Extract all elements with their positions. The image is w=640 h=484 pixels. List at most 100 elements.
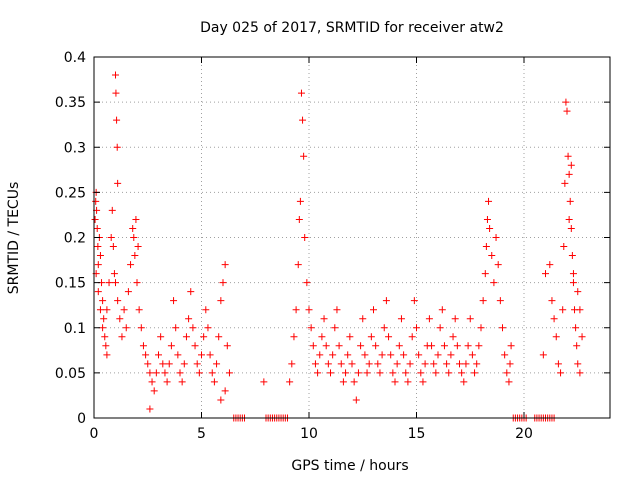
data-point [563,107,571,115]
data-point [135,306,143,314]
data-point [567,161,575,169]
data-point [94,261,102,269]
data-point [327,369,334,377]
data-point [113,116,121,124]
data-point [550,315,558,323]
data-point [219,279,227,287]
data-point [99,297,107,305]
data-point [114,297,122,305]
x-tick-label: 5 [197,426,206,442]
data-point [576,306,584,314]
data-point [122,324,130,332]
data-point [382,297,390,305]
data-point [120,306,128,314]
data-point [451,315,459,323]
tick-labels: 0 5 10 15 20 0 0.05 0.1 0.15 0.2 0.25 0.3 0.35 0.4 [55,50,533,442]
data-point [292,306,300,314]
data-point [485,197,493,205]
data-point [320,315,328,323]
data-point [560,243,568,251]
data-point [109,243,117,251]
data-point [363,369,371,377]
data-point [350,378,358,386]
data-point [159,360,167,368]
data-point [167,342,175,350]
data-point [397,315,405,323]
data-point [428,342,436,350]
data-point [301,234,309,241]
data-point [492,234,500,241]
data-point [483,215,491,223]
data-point [565,215,573,223]
data-point [486,224,494,232]
data-point [348,360,356,368]
data-point [505,378,513,386]
x-tick-label: 15 [408,426,426,442]
data-point [464,342,472,350]
data-point [129,224,137,232]
data-point [210,378,218,386]
data-point [578,333,586,341]
data-point [562,98,570,106]
data-point [378,351,386,359]
data-point [134,243,142,251]
data-point [215,333,223,341]
y-axis-label: SRMTID / TECUs [6,182,22,295]
data-point [94,243,102,251]
data-point [286,378,294,386]
data-point [195,369,203,377]
data-point [481,270,489,278]
data-point [112,89,120,97]
data-point [499,324,506,332]
data-point [297,89,305,97]
data-point [172,324,180,332]
data-point [152,369,160,377]
data-point [404,378,412,386]
data-point [479,297,487,305]
data-point [501,351,509,359]
data-point [352,396,360,404]
data-point [440,342,448,350]
data-point [482,243,490,251]
data-point [436,324,444,332]
data-point [456,360,463,368]
x-tick-label: 0 [90,426,99,442]
data-point [108,206,116,214]
data-point [100,315,108,323]
data-point [569,279,577,287]
data-point [559,306,567,314]
data-point [157,333,165,341]
data-point [568,252,576,260]
data-point [393,360,401,368]
data-point [445,369,453,377]
data-point [294,261,302,269]
data-point [376,369,384,377]
data-point [335,342,343,350]
data-point [204,324,212,332]
data-point [413,324,420,332]
data-point [344,351,352,359]
data-point [148,378,156,386]
data-point [132,215,140,223]
data-point [490,279,498,287]
data-point [419,378,427,386]
data-point [193,360,201,368]
data-point [110,270,118,278]
data-point [503,369,511,377]
data-point [329,351,337,359]
data-point [96,306,104,314]
data-point [410,297,418,305]
data-point [318,333,326,341]
data-point [155,351,162,359]
data-point [552,333,560,341]
data-point [574,288,582,296]
data-point [430,360,438,368]
data-point [133,279,141,287]
data-point [333,306,341,314]
y-tick-label: 0.1 [64,321,86,337]
data-point [290,333,298,341]
data-point [417,369,425,377]
data-point [488,252,496,260]
data-point [354,369,362,377]
